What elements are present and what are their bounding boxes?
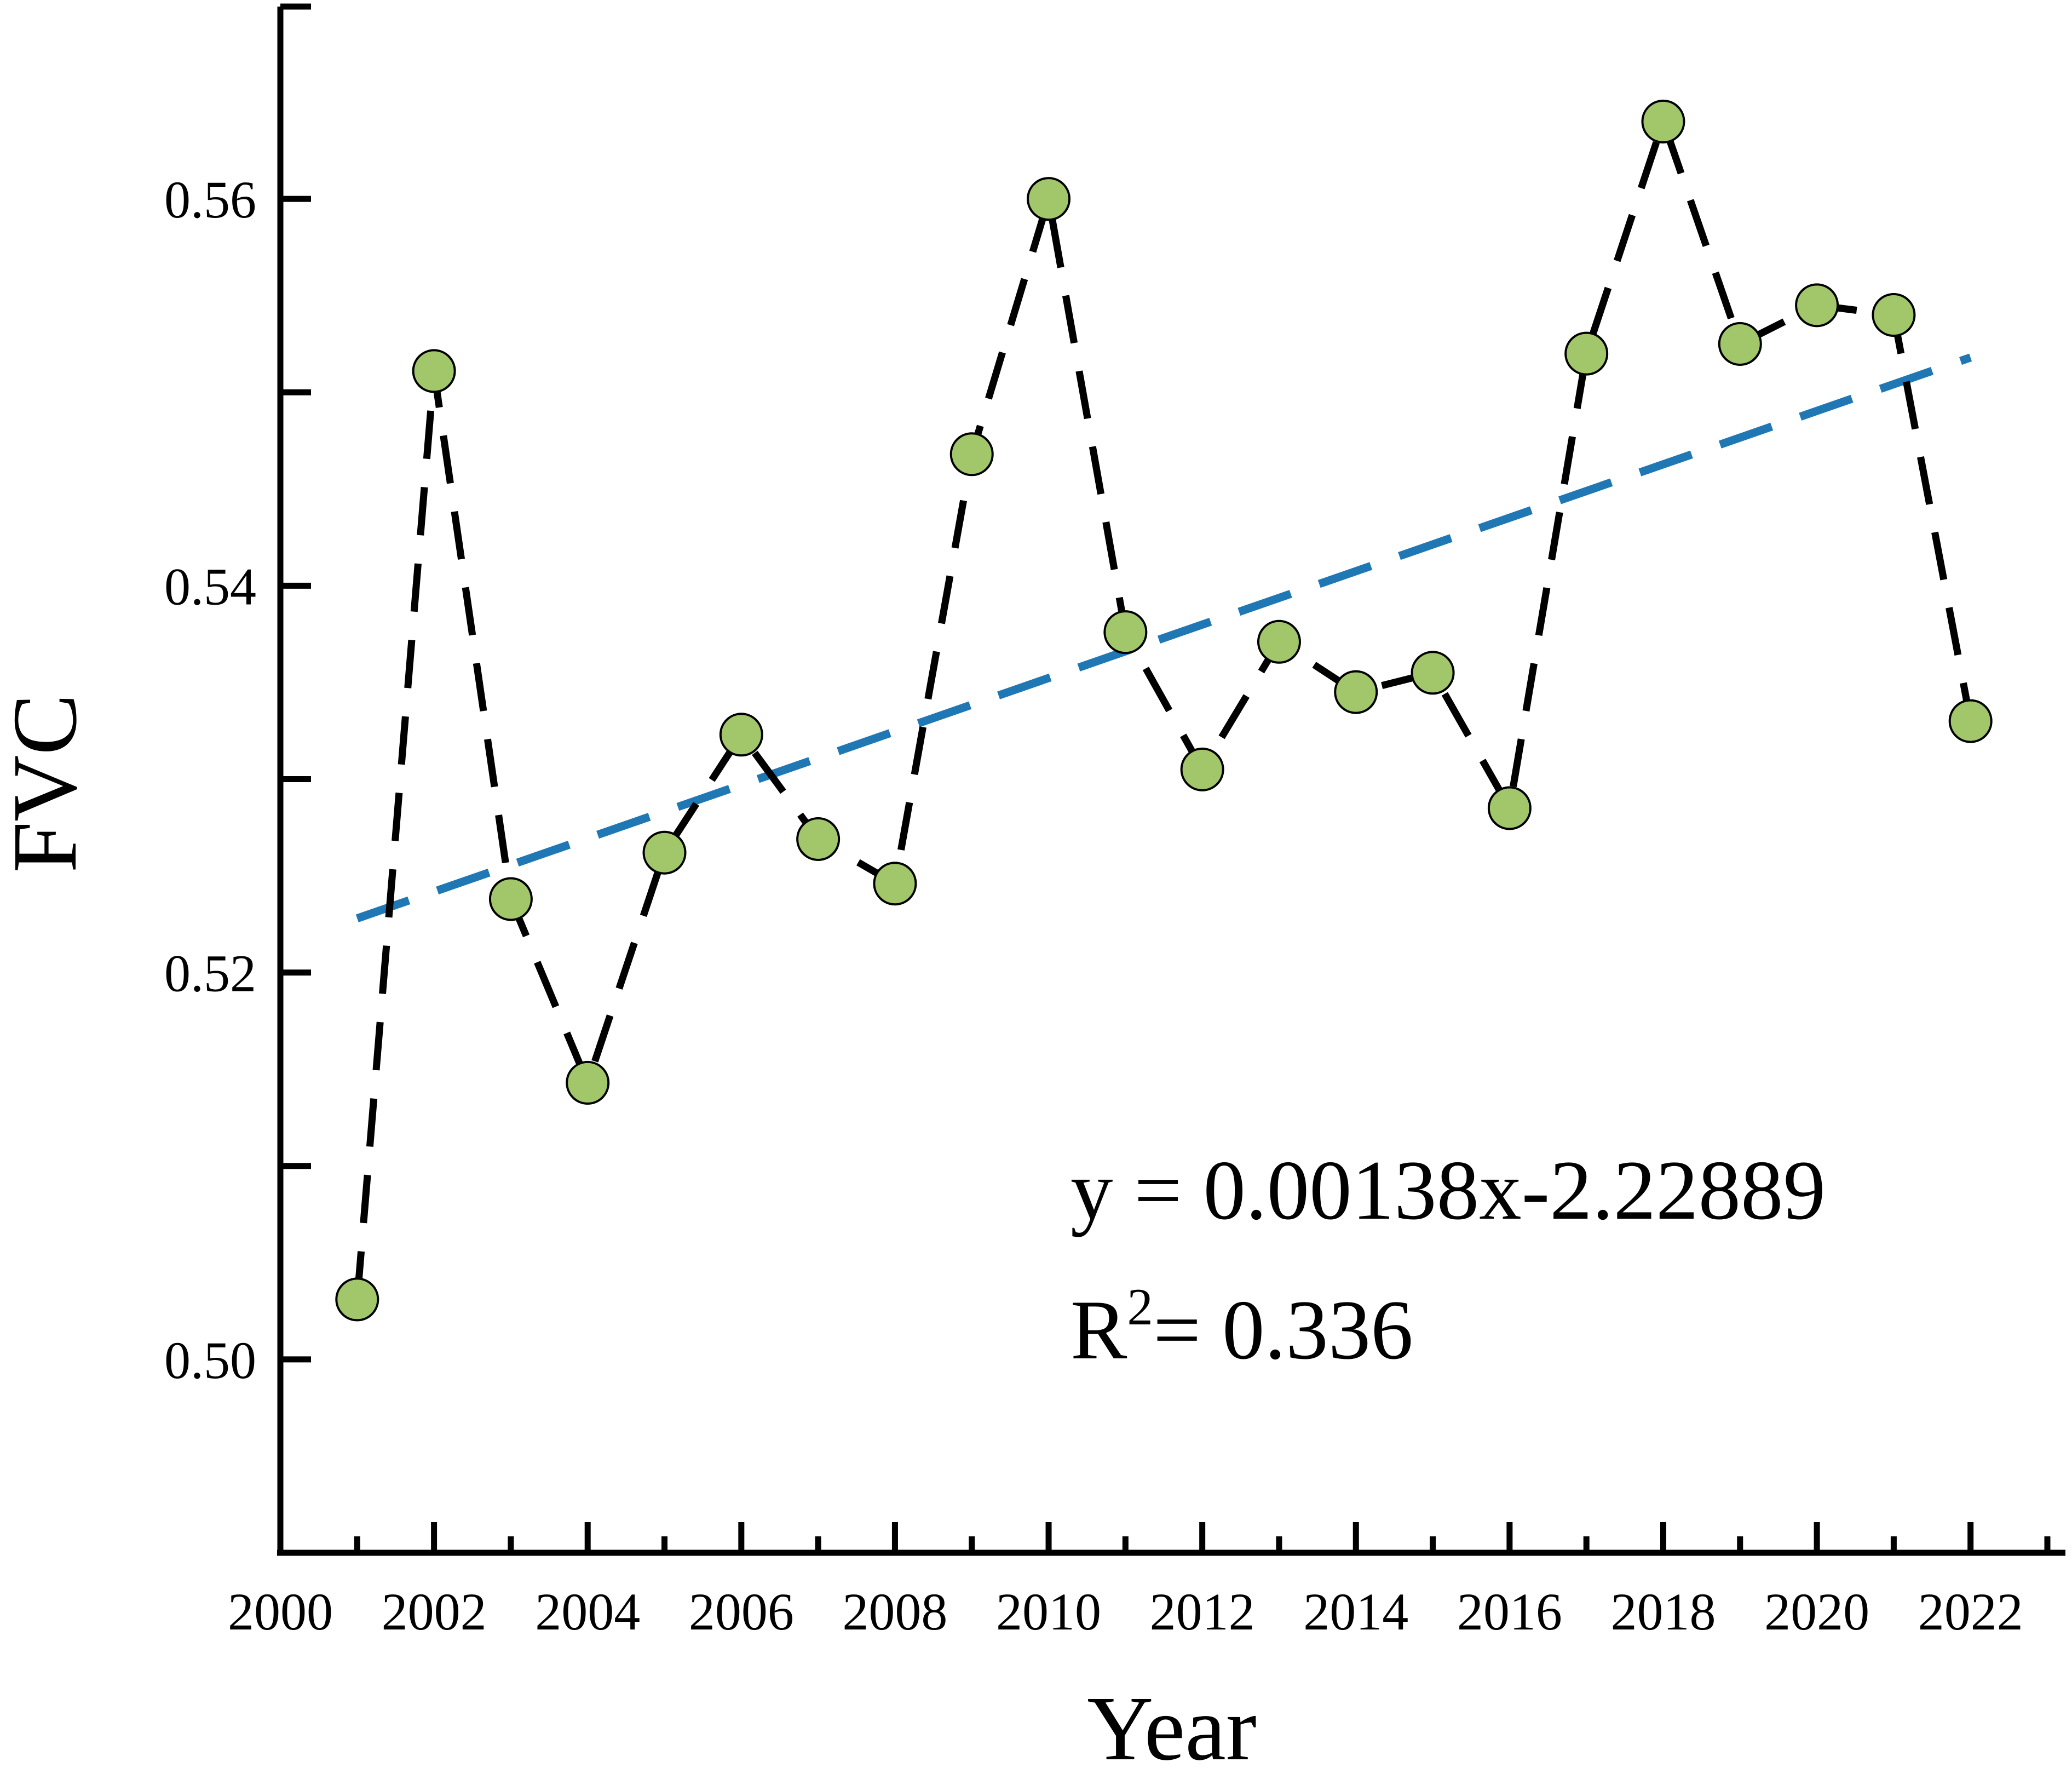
data-point-2017 xyxy=(1564,331,1609,376)
data-point-2010 xyxy=(1027,177,1071,221)
data-point-2009 xyxy=(949,432,994,477)
x-tick-label: 2008 xyxy=(842,1582,947,1641)
data-point-2002 xyxy=(412,349,456,393)
y-tick-label: 0.50 xyxy=(164,1331,256,1390)
y-axis-title: FVC xyxy=(0,694,96,873)
series-line-layer xyxy=(353,118,1975,1300)
x-tick-label: 2020 xyxy=(1764,1582,1869,1641)
x-tick-label: 2022 xyxy=(1918,1582,2023,1641)
trendline-layer xyxy=(355,353,1972,922)
x-axis-title: Year xyxy=(1087,1678,1257,1779)
r-squared-superscript: 2 xyxy=(1127,1278,1153,1336)
data-point-2020 xyxy=(1795,283,1839,328)
y-ticks: 0.50 0.52 0.54 0.56 xyxy=(164,3,311,1390)
x-tick-label: 2000 xyxy=(228,1582,333,1641)
x-tick-label: 2014 xyxy=(1303,1582,1408,1641)
trendline xyxy=(355,353,1972,922)
data-point-2013 xyxy=(1257,619,1301,664)
data-point-2015 xyxy=(1411,651,1455,695)
markers xyxy=(335,99,1993,1322)
data-point-2012 xyxy=(1180,747,1224,791)
data-point-2001 xyxy=(335,1277,379,1322)
x-tick-label: 2012 xyxy=(1150,1582,1255,1641)
data-point-2007 xyxy=(796,817,841,861)
y-tick-label: 0.56 xyxy=(164,170,256,229)
data-point-2019 xyxy=(1718,322,1762,366)
x-tick-label: 2010 xyxy=(996,1582,1101,1641)
x-tick-label: 2016 xyxy=(1457,1582,1562,1641)
data-point-2008 xyxy=(873,862,917,906)
regression-equation: y = 0.00138x-2.22889 xyxy=(1070,1143,1826,1237)
r-squared-annotation: R2= 0.336 xyxy=(1070,1278,1413,1377)
x-tick-label: 2004 xyxy=(535,1582,640,1641)
data-point-2005 xyxy=(642,830,687,875)
data-point-2021 xyxy=(1872,293,1916,337)
r-squared-prefix: R xyxy=(1070,1283,1127,1377)
series-line xyxy=(353,118,1975,1300)
data-point-2018 xyxy=(1641,99,1685,144)
data-point-2014 xyxy=(1334,670,1378,714)
data-point-2016 xyxy=(1487,786,1532,830)
data-point-2022 xyxy=(1948,699,1993,743)
y-tick-label: 0.52 xyxy=(164,944,256,1003)
data-point-2004 xyxy=(566,1060,610,1105)
data-point-2011 xyxy=(1103,610,1148,655)
x-tick-label: 2006 xyxy=(689,1582,794,1641)
x-ticks: 2000 2002 2004 2006 2008 2010 2012 2014 2016 2018… xyxy=(228,1522,2051,1641)
data-point-2003 xyxy=(488,877,533,921)
x-tick-label: 2002 xyxy=(382,1582,487,1641)
x-tick-label: 2018 xyxy=(1610,1582,1716,1641)
r-squared-value: = 0.336 xyxy=(1153,1283,1413,1377)
y-tick-label: 0.54 xyxy=(164,557,256,616)
data-point-2006 xyxy=(719,713,763,757)
